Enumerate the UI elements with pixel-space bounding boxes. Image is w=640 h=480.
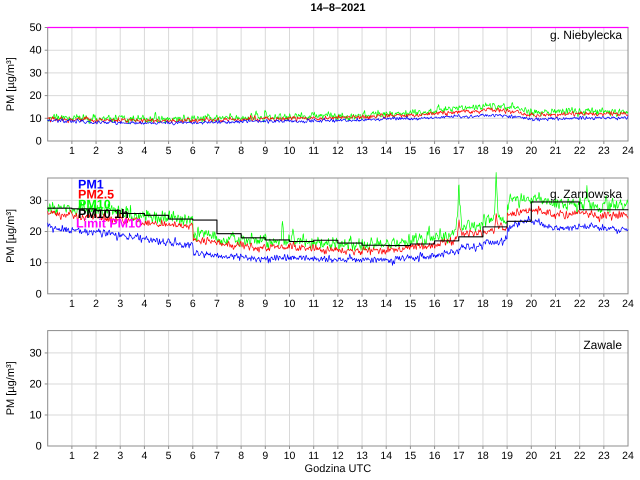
svg-text:1: 1: [69, 145, 75, 157]
svg-text:g. Zarnowska: g. Zarnowska: [550, 187, 622, 201]
svg-text:19: 19: [501, 298, 513, 310]
svg-text:16: 16: [429, 145, 441, 157]
svg-text:15: 15: [405, 450, 417, 462]
svg-text:12: 12: [332, 450, 344, 462]
svg-text:8: 8: [238, 298, 244, 310]
svg-text:17: 17: [453, 145, 465, 157]
svg-text:20: 20: [29, 226, 41, 238]
svg-text:19: 19: [501, 145, 513, 157]
svg-text:18: 18: [477, 145, 489, 157]
svg-text:22: 22: [574, 450, 586, 462]
svg-text:20: 20: [29, 90, 41, 102]
svg-text:7: 7: [214, 145, 220, 157]
svg-text:21: 21: [550, 298, 562, 310]
svg-text:30: 30: [29, 67, 41, 79]
svg-text:1: 1: [69, 450, 75, 462]
svg-text:0: 0: [36, 288, 42, 300]
svg-text:3: 3: [117, 450, 123, 462]
svg-text:9: 9: [262, 298, 268, 310]
svg-text:12: 12: [332, 298, 344, 310]
svg-text:9: 9: [262, 145, 268, 157]
svg-text:9: 9: [262, 450, 268, 462]
svg-text:18: 18: [477, 450, 489, 462]
svg-text:5: 5: [166, 298, 172, 310]
svg-text:2: 2: [93, 145, 99, 157]
svg-text:PM [µg/m³]: PM [µg/m³]: [5, 361, 17, 415]
svg-text:13: 13: [356, 450, 368, 462]
svg-text:0: 0: [36, 136, 42, 148]
svg-text:11: 11: [308, 298, 319, 310]
svg-text:22: 22: [574, 145, 586, 157]
svg-text:18: 18: [477, 298, 489, 310]
svg-text:3: 3: [117, 298, 123, 310]
svg-text:20: 20: [525, 145, 537, 157]
svg-text:13: 13: [356, 298, 368, 310]
svg-text:24: 24: [622, 450, 634, 462]
svg-text:7: 7: [214, 450, 220, 462]
svg-text:24: 24: [622, 145, 634, 157]
svg-text:13: 13: [356, 145, 368, 157]
svg-text:11: 11: [308, 450, 319, 462]
svg-text:21: 21: [550, 145, 562, 157]
svg-text:0: 0: [36, 441, 42, 453]
svg-text:10: 10: [284, 450, 296, 462]
svg-text:40: 40: [29, 45, 41, 57]
svg-text:6: 6: [190, 145, 196, 157]
svg-text:14: 14: [380, 450, 392, 462]
svg-text:23: 23: [598, 450, 610, 462]
svg-text:2: 2: [93, 298, 99, 310]
svg-text:14: 14: [380, 145, 392, 157]
svg-text:4: 4: [141, 145, 147, 157]
svg-text:10: 10: [29, 409, 41, 421]
svg-text:6: 6: [190, 450, 196, 462]
svg-text:16: 16: [429, 450, 441, 462]
svg-text:23: 23: [598, 145, 610, 157]
svg-text:4: 4: [141, 450, 147, 462]
svg-text:7: 7: [214, 298, 220, 310]
svg-text:23: 23: [598, 298, 610, 310]
svg-text:PM [µg/m³]: PM [µg/m³]: [5, 57, 17, 111]
svg-text:24: 24: [622, 298, 634, 310]
svg-text:PM [µg/m³]: PM [µg/m³]: [5, 209, 17, 263]
svg-text:17: 17: [453, 450, 465, 462]
svg-text:5: 5: [166, 145, 172, 157]
svg-text:19: 19: [501, 450, 513, 462]
svg-text:3: 3: [117, 145, 123, 157]
svg-text:14: 14: [380, 298, 392, 310]
svg-text:11: 11: [308, 145, 319, 157]
svg-text:22: 22: [574, 298, 586, 310]
svg-text:20: 20: [525, 450, 537, 462]
svg-text:21: 21: [550, 450, 562, 462]
svg-text:g. Niebylecka: g. Niebylecka: [550, 28, 622, 42]
svg-text:Limit PM10: Limit PM10: [76, 217, 142, 231]
svg-text:2: 2: [93, 450, 99, 462]
svg-text:4: 4: [141, 298, 147, 310]
svg-text:8: 8: [238, 145, 244, 157]
svg-text:15: 15: [405, 145, 417, 157]
svg-text:15: 15: [405, 298, 417, 310]
svg-text:Zawale: Zawale: [583, 338, 622, 352]
svg-text:10: 10: [284, 298, 296, 310]
svg-text:10: 10: [29, 257, 41, 269]
svg-text:6: 6: [190, 298, 196, 310]
svg-text:5: 5: [166, 450, 172, 462]
svg-text:20: 20: [29, 378, 41, 390]
svg-text:16: 16: [429, 298, 441, 310]
svg-text:30: 30: [29, 347, 41, 359]
svg-text:14–8–2021: 14–8–2021: [310, 2, 365, 14]
svg-text:50: 50: [29, 22, 41, 34]
svg-text:Godzina UTC: Godzina UTC: [305, 463, 372, 475]
svg-text:10: 10: [29, 113, 41, 125]
svg-text:8: 8: [238, 450, 244, 462]
svg-text:30: 30: [29, 195, 41, 207]
svg-text:12: 12: [332, 145, 344, 157]
svg-text:10: 10: [284, 145, 296, 157]
svg-text:1: 1: [69, 298, 75, 310]
svg-text:20: 20: [525, 298, 537, 310]
svg-text:17: 17: [453, 298, 465, 310]
